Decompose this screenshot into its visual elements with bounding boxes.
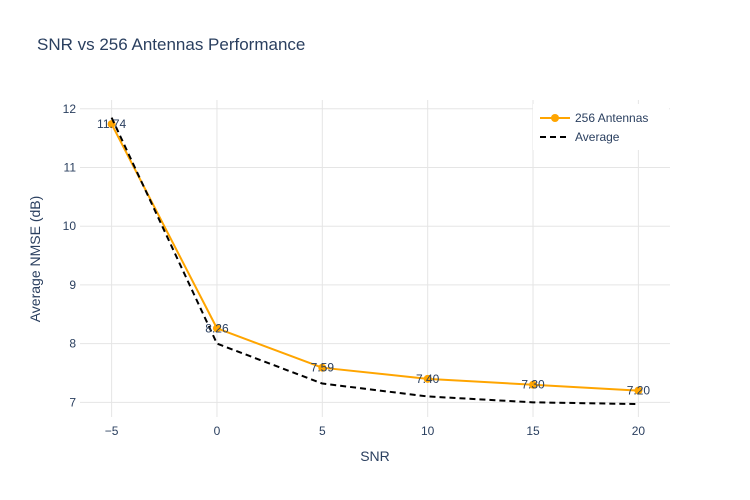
x-tick-label: 0	[214, 424, 221, 438]
data-label-256-antennas: 7.40	[416, 372, 440, 386]
y-tick-label: 9	[69, 278, 76, 292]
x-tick-label: 5	[319, 424, 326, 438]
data-point-256-antennas	[212, 324, 221, 333]
chart-title: SNR vs 256 Antennas Performance	[37, 35, 305, 54]
y-tick-label: 11	[64, 161, 77, 175]
legend[interactable]: 256 Antennas Average	[533, 104, 669, 150]
x-tick-label: −5	[105, 424, 119, 438]
legend-label-256-antennas: 256 Antennas	[575, 111, 648, 125]
x-tick-label: 10	[421, 424, 435, 438]
legend-box	[533, 104, 669, 150]
legend-label-average: Average	[575, 130, 620, 144]
x-tick-label: 15	[526, 424, 540, 438]
data-point-256-antennas	[318, 363, 327, 372]
y-tick-label: 10	[63, 219, 77, 233]
series-line-average	[110, 117, 639, 406]
x-tick-label: 20	[632, 424, 646, 438]
legend-marker-256-antennas	[551, 114, 559, 122]
data-point-256-antennas	[423, 374, 432, 383]
x-axis-title: SNR	[360, 448, 390, 464]
data-label-256-antennas: 7.30	[521, 378, 545, 392]
series-group	[107, 117, 643, 406]
y-tick-label: 8	[69, 337, 76, 351]
axis-ticks: −5 0 5 10 15 20 7 8 9 10 11 12	[63, 102, 646, 438]
y-tick-label: 12	[63, 102, 77, 116]
gridlines	[80, 100, 670, 417]
data-label-256-antennas: 7.59	[311, 361, 335, 375]
y-tick-label: 7	[69, 395, 76, 409]
data-label-256-antennas: 7.20	[627, 384, 651, 398]
series-line-256-antennas	[110, 123, 639, 392]
data-point-256-antennas	[634, 386, 643, 395]
y-axis-title: Average NMSE (dB)	[27, 196, 43, 323]
data-labels: 11.74 8.26 7.59 7.40 7.30 7.20	[97, 117, 650, 398]
data-point-256-antennas	[529, 380, 538, 389]
data-label-256-antennas: 8.26	[205, 321, 229, 335]
data-label-256-antennas: 11.74	[97, 117, 126, 131]
